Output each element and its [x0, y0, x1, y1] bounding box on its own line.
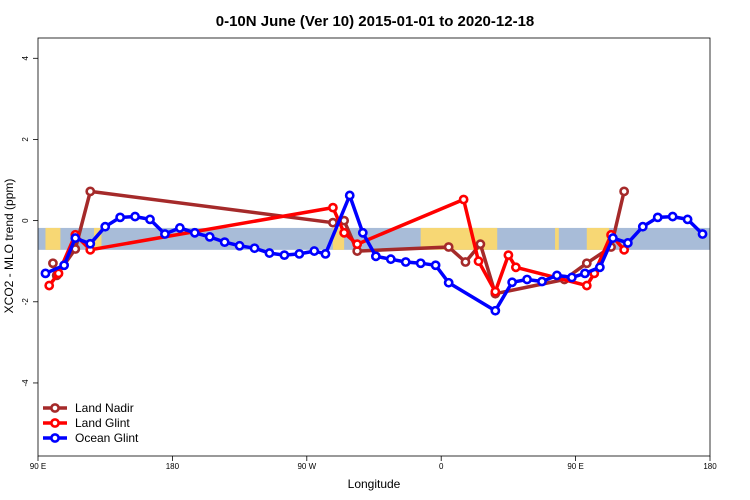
- land-region: [45, 227, 61, 250]
- legend-label: Land Glint: [75, 416, 130, 430]
- data-point: [473, 256, 484, 267]
- chart-title: 0-10N June (Ver 10) 2015-01-01 to 2020-1…: [216, 13, 535, 30]
- legend-marker: [50, 418, 60, 428]
- data-point: [608, 233, 618, 243]
- data-point: [430, 260, 441, 271]
- data-point: [130, 211, 140, 222]
- data-point: [145, 214, 155, 225]
- y-tick-label: 2: [21, 137, 30, 142]
- x-tick-label: 90 E: [567, 462, 583, 471]
- data-point: [443, 242, 454, 252]
- data-point: [328, 217, 338, 228]
- data-point: [490, 286, 501, 297]
- data-point: [522, 274, 532, 285]
- data-point: [503, 250, 514, 261]
- data-point: [85, 238, 96, 249]
- data-point: [581, 280, 592, 291]
- data-point: [339, 227, 350, 238]
- data-point: [328, 202, 338, 213]
- data-point: [59, 260, 70, 271]
- data-point: [160, 229, 170, 239]
- data-point: [490, 305, 501, 316]
- data-point: [264, 248, 275, 258]
- x-tick-label: 180: [166, 462, 180, 471]
- data-point: [357, 227, 368, 238]
- data-point: [443, 277, 454, 288]
- land-region: [586, 227, 610, 250]
- x-axis: 90 E 180 90 W 0 90 E 180: [30, 456, 717, 471]
- data-point: [309, 246, 320, 256]
- land-region: [94, 227, 102, 250]
- data-point: [510, 262, 521, 273]
- land-region: [555, 227, 559, 250]
- x-tick-label: 90 W: [297, 462, 316, 471]
- data-point: [697, 229, 708, 239]
- legend-marker: [50, 403, 60, 413]
- data-point: [475, 239, 486, 250]
- data-point: [385, 254, 396, 265]
- data-point: [566, 272, 577, 283]
- data-point: [189, 227, 200, 238]
- data-point: [174, 223, 185, 233]
- y-tick-label: 4: [21, 56, 30, 61]
- data-point: [44, 280, 55, 291]
- land-region: [332, 227, 345, 250]
- data-point: [279, 250, 290, 261]
- x-tick-label: 0: [439, 462, 444, 471]
- data-point: [652, 212, 663, 223]
- data-point: [370, 251, 381, 262]
- series-ocean-glint: [40, 190, 708, 316]
- data-point: [619, 186, 630, 197]
- series-layer: [40, 186, 708, 316]
- data-point: [460, 257, 471, 267]
- legend-label: Land Nadir: [75, 401, 134, 415]
- x-tick-label: 90 E: [30, 462, 46, 471]
- data-point: [622, 238, 633, 248]
- data-point: [48, 258, 58, 269]
- legend-label: Ocean Glint: [75, 431, 139, 445]
- data-point: [234, 240, 245, 251]
- data-point: [637, 221, 648, 232]
- y-tick-label: -4: [21, 379, 30, 387]
- data-point: [70, 233, 81, 243]
- data-point: [85, 186, 96, 197]
- legend-item-ocean-glint: Ocean Glint: [43, 431, 139, 445]
- plot-frame: [37, 37, 711, 457]
- data-point: [507, 277, 518, 288]
- data-point: [580, 268, 590, 279]
- data-point: [344, 190, 355, 201]
- data-point: [594, 262, 605, 273]
- data-point: [581, 258, 592, 269]
- data-point: [458, 194, 469, 205]
- data-point: [400, 257, 411, 267]
- x-tick-label: 180: [703, 462, 717, 471]
- data-point: [100, 221, 111, 232]
- data-point: [249, 243, 260, 254]
- legend-item-land-glint: Land Glint: [43, 416, 130, 430]
- y-tick-label: -2: [21, 298, 30, 306]
- data-point: [204, 231, 215, 242]
- data-point: [552, 270, 562, 281]
- data-point: [294, 248, 305, 259]
- legend-item-land-nadir: Land Nadir: [43, 401, 134, 415]
- data-point: [40, 268, 51, 279]
- y-axis: 4 2 0 -2 -4: [21, 56, 38, 387]
- data-point: [415, 258, 426, 269]
- data-point: [219, 237, 230, 248]
- data-point: [352, 239, 363, 250]
- y-axis-label: XCO2 - MLO trend (ppm): [2, 179, 16, 314]
- data-point: [537, 276, 547, 287]
- data-point: [320, 248, 331, 259]
- data-point: [115, 212, 126, 223]
- data-point: [53, 268, 64, 279]
- y-tick-label: 0: [21, 218, 30, 223]
- data-point: [667, 211, 678, 222]
- data-point: [619, 244, 630, 255]
- x-axis-label: Longitude: [348, 477, 401, 491]
- legend-marker: [50, 433, 60, 443]
- data-point: [682, 214, 693, 225]
